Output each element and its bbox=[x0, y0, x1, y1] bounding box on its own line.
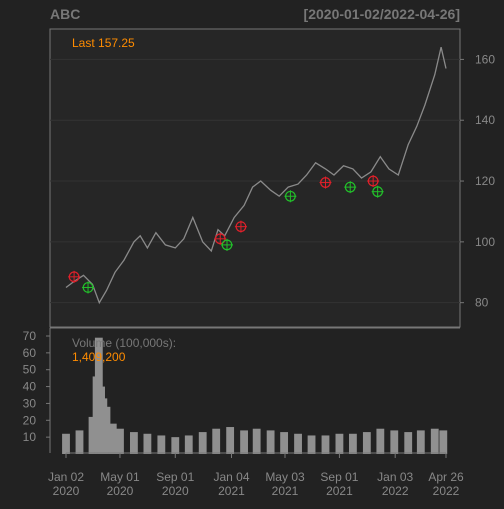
volume-bar bbox=[404, 432, 413, 454]
x-tick-year-label: 2021 bbox=[326, 484, 353, 498]
buy-marker bbox=[344, 181, 357, 194]
x-tick-label: Sep 01 bbox=[156, 470, 194, 484]
volume-bar bbox=[307, 435, 316, 454]
buy-marker bbox=[371, 185, 384, 198]
volume-bar bbox=[240, 430, 248, 454]
sell-marker bbox=[214, 232, 227, 245]
volume-bar bbox=[335, 433, 344, 454]
volume-tick-label: 10 bbox=[23, 430, 37, 444]
volume-tick-label: 40 bbox=[23, 380, 37, 394]
volume-bar bbox=[116, 428, 124, 454]
x-tick-year-label: 2021 bbox=[272, 484, 299, 498]
sell-marker bbox=[68, 270, 81, 283]
x-tick-label: Jan 04 bbox=[213, 470, 249, 484]
price-tick-label: 120 bbox=[475, 174, 495, 188]
volume-bar bbox=[252, 428, 261, 454]
volume-bar bbox=[108, 423, 117, 454]
x-tick-year-label: 2020 bbox=[53, 484, 80, 498]
volume-bar bbox=[390, 430, 399, 454]
x-tick-label: May 01 bbox=[100, 470, 140, 484]
price-tick-label: 160 bbox=[475, 52, 495, 66]
volume-tick-label: 20 bbox=[23, 413, 37, 427]
x-tick-year-label: 2022 bbox=[433, 484, 460, 498]
price-frame bbox=[49, 28, 461, 328]
volume-bar bbox=[439, 430, 448, 454]
volume-bar bbox=[102, 406, 111, 454]
x-tick-label: Sep 01 bbox=[320, 470, 358, 484]
x-tick-year-label: 2020 bbox=[107, 484, 134, 498]
buy-marker bbox=[284, 190, 297, 203]
volume-bar bbox=[430, 428, 439, 454]
date-range-label: [2020-01-02/2022-04-26] bbox=[304, 6, 460, 22]
volume-tick-label: 70 bbox=[23, 329, 37, 343]
x-tick-label: Jan 03 bbox=[377, 470, 413, 484]
volume-bar bbox=[226, 427, 235, 454]
price-tick-label: 80 bbox=[475, 296, 489, 310]
volume-tick-label: 60 bbox=[23, 346, 37, 360]
volume-bar bbox=[129, 432, 138, 454]
x-tick-year-label: 2020 bbox=[162, 484, 189, 498]
price-line bbox=[65, 47, 447, 305]
price-tick-label: 100 bbox=[475, 235, 495, 249]
volume-bar bbox=[75, 430, 84, 454]
last-price-label: Last 157.25 bbox=[72, 36, 135, 50]
sell-marker bbox=[234, 220, 247, 233]
x-tick-label: May 03 bbox=[265, 470, 305, 484]
volume-panel: 10 20 30 40 50 60 70 bbox=[23, 327, 460, 454]
sell-marker bbox=[367, 175, 380, 188]
volume-bar bbox=[171, 437, 180, 454]
sell-marker bbox=[319, 176, 332, 189]
volume-bar bbox=[266, 430, 275, 454]
x-tick-label: Jan 02 bbox=[48, 470, 84, 484]
volume-bar bbox=[294, 433, 302, 454]
x-tick-year-label: 2021 bbox=[218, 484, 245, 498]
buy-marker bbox=[220, 238, 233, 251]
volume-tick-label: 30 bbox=[23, 396, 37, 410]
volume-bar bbox=[62, 433, 70, 454]
chart-title: ABC bbox=[50, 6, 80, 22]
volume-bar bbox=[198, 432, 207, 454]
price-tick-label: 140 bbox=[475, 113, 495, 127]
volume-bar bbox=[157, 435, 166, 454]
volume-bar bbox=[362, 432, 371, 454]
volume-bar bbox=[143, 433, 152, 454]
x-tick-year-label: 2022 bbox=[382, 484, 409, 498]
volume-bar bbox=[212, 428, 221, 454]
volume-tick-label: 50 bbox=[23, 363, 37, 377]
volume-bar bbox=[348, 433, 357, 454]
buy-marker bbox=[82, 281, 95, 294]
volume-bar bbox=[184, 435, 193, 454]
volume-title: Volume (100,000s): bbox=[72, 336, 176, 350]
volume-bar bbox=[88, 416, 97, 454]
price-panel: 80 100 120 140 160 bbox=[49, 28, 495, 328]
volume-bar bbox=[321, 435, 330, 454]
volume-bar bbox=[280, 432, 289, 454]
volume-bar bbox=[416, 430, 425, 454]
volume-last-value: 1,409,200 bbox=[72, 350, 126, 364]
volume-bar bbox=[376, 428, 385, 454]
x-tick-label: Apr 26 bbox=[428, 470, 464, 484]
